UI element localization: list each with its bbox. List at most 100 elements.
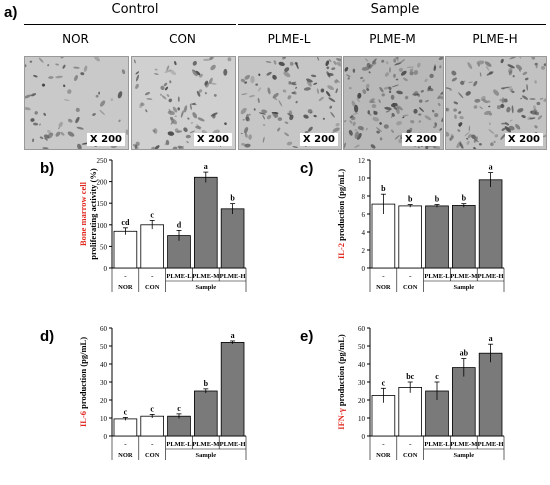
control-group-line <box>24 24 236 25</box>
cell-blob <box>258 73 261 76</box>
cell-blob <box>177 145 185 148</box>
cell-blob <box>473 80 478 87</box>
cell-blob <box>531 57 536 60</box>
cell-blob <box>438 95 443 100</box>
cell-blob <box>373 111 378 115</box>
cell-blob <box>388 90 392 94</box>
cell-blob <box>372 60 376 65</box>
cell-blob <box>227 57 232 62</box>
cell-blob <box>325 90 331 97</box>
cell-blob <box>381 93 385 97</box>
cell-blob <box>437 102 441 107</box>
cell-blob <box>92 113 96 116</box>
cell-blob <box>458 122 463 127</box>
cell-blob <box>168 108 172 114</box>
cell-blob <box>354 131 359 139</box>
cell-blob <box>385 110 391 113</box>
cell-blob <box>424 99 429 103</box>
cell-blob <box>160 85 165 91</box>
category-label: PLME-M <box>450 273 477 280</box>
cell-blob <box>189 103 192 110</box>
significance-letter: b <box>462 194 467 203</box>
cell-blob <box>494 134 499 138</box>
cell-blob <box>366 127 368 131</box>
cell-blob <box>511 105 514 114</box>
cell-blob <box>439 65 442 69</box>
cell-blob <box>418 107 425 112</box>
cell-blob <box>43 112 47 116</box>
sample-group-title: Sample <box>370 2 420 17</box>
cell-blob <box>427 88 430 92</box>
cell-blob <box>349 120 353 124</box>
cell-blob <box>204 80 209 86</box>
cell-blob <box>154 73 159 75</box>
cell-blob <box>453 108 457 112</box>
cell-blob <box>166 65 170 71</box>
cell-blob <box>370 101 376 103</box>
cell-blob <box>336 61 341 67</box>
cell-blob <box>99 100 106 107</box>
cell-blob <box>283 71 291 78</box>
cell-blob <box>402 116 405 119</box>
bar <box>478 352 503 437</box>
cell-blob <box>496 105 501 110</box>
cell-blob <box>32 138 35 143</box>
cell-blob <box>180 110 184 118</box>
cell-blob <box>75 107 80 112</box>
cell-blob <box>417 93 420 97</box>
cell-blob <box>204 92 208 95</box>
cell-blob <box>25 107 31 111</box>
cell-blob <box>536 101 541 106</box>
bar <box>451 205 476 269</box>
cell-blob <box>353 104 359 113</box>
panel-d-letter: d) <box>40 328 55 345</box>
cell-blob <box>326 66 330 70</box>
cell-blob <box>167 110 175 116</box>
micrograph-con: X 200 <box>131 56 236 150</box>
cell-blob <box>183 127 188 133</box>
bar <box>140 415 165 437</box>
cell-blob <box>468 125 471 132</box>
cell-blob <box>166 94 170 97</box>
cell-blob <box>352 68 356 73</box>
cell-blob <box>424 115 432 121</box>
cell-blob <box>478 143 482 146</box>
cell-blob <box>154 145 160 149</box>
cell-blob <box>459 116 464 120</box>
cell-blob <box>501 97 505 104</box>
cell-blob <box>196 90 201 97</box>
cell-blob <box>369 98 375 104</box>
cell-blob <box>354 129 358 131</box>
bar <box>113 230 138 269</box>
significance-letter: b <box>381 184 386 193</box>
cell-blob <box>506 106 511 113</box>
cell-blob <box>349 116 352 119</box>
cell-blob <box>499 98 506 102</box>
cell-blob <box>479 72 482 77</box>
cell-blob <box>395 78 399 81</box>
cell-blob <box>332 127 340 133</box>
significance-letter: cd <box>121 218 130 227</box>
cell-blob <box>172 106 178 113</box>
cell-blob <box>134 144 137 149</box>
cell-blob <box>364 58 369 62</box>
cell-blob <box>451 70 457 76</box>
cell-blob <box>308 126 313 132</box>
y-tick-label: 4 <box>362 229 366 237</box>
cell-blob <box>467 62 473 70</box>
cell-blob <box>293 90 297 95</box>
cell-blob <box>522 95 528 100</box>
cell-blob <box>493 140 496 143</box>
cell-blob <box>457 129 461 132</box>
y-tick-label: 50 <box>100 243 108 251</box>
y-tick-label: 50 <box>100 343 108 351</box>
cell-blob <box>493 89 500 96</box>
category-label: PLME-M <box>450 441 477 448</box>
cell-blob <box>185 134 191 139</box>
cell-blob <box>63 99 70 101</box>
chart-il2: 0 2 4 6 8 10 12 IL-2 production (pg/mL) b b b b a - NO… <box>336 157 505 292</box>
cell-blob <box>262 136 265 143</box>
cell-blob <box>291 83 297 85</box>
sample-group-line <box>238 24 546 25</box>
category-label: CON <box>145 452 160 459</box>
